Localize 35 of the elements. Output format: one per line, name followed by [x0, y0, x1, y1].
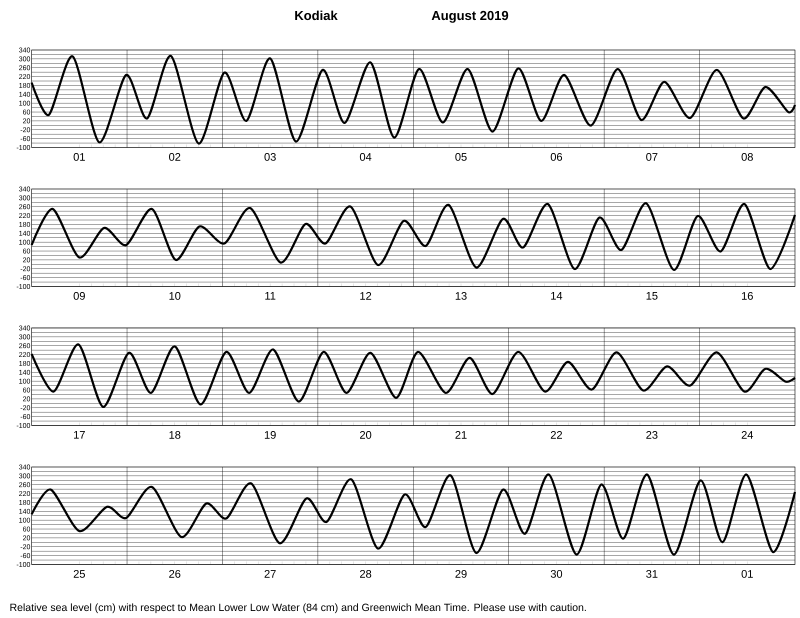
x-tick-label: 23 [646, 431, 658, 439]
x-tick-label: 10 [169, 292, 180, 300]
x-tick-label: 09 [74, 292, 85, 300]
x-tick-label: 11 [265, 292, 276, 300]
x-tick-label: 29 [455, 570, 467, 578]
x-tick-label: 19 [264, 431, 276, 439]
x-tick-label: 25 [74, 570, 85, 578]
x-tick-label: 15 [646, 292, 658, 300]
x-tick-label: 03 [264, 153, 276, 161]
x-tick-label: 17 [74, 431, 85, 439]
x-tick-label: 01 [74, 153, 85, 161]
x-tick-label: 14 [551, 292, 562, 300]
x-tick-label: 07 [646, 153, 658, 161]
x-tick-label: 05 [455, 153, 467, 161]
x-tick-label: 31 [646, 570, 658, 578]
text: Relative sea level (cm) with respect to Mean Lower Low Water (84 cm) and Greenwich Mean Time. Please use with caution. [10, 603, 586, 614]
x-tick-label: 16 [742, 292, 753, 300]
x-tick-label: 30 [550, 570, 562, 578]
x-tick-label: 01 [742, 570, 753, 578]
x-tick-label: 22 [550, 431, 562, 439]
x-tick-label: 08 [742, 153, 753, 161]
x-tick-label: 18 [169, 431, 180, 439]
x-tick-label: 27 [264, 570, 276, 578]
x-tick-label: 13 [456, 292, 467, 300]
chart-subtitle: August 2019 [432, 10, 508, 23]
x-tick-label: 26 [169, 570, 180, 578]
chart-title: Kodiak [295, 10, 338, 20]
x-tick-label: 24 [742, 431, 754, 439]
x-tick-label: 12 [360, 292, 372, 300]
x-tick-label: 20 [360, 431, 372, 439]
x-tick-label: 28 [360, 570, 372, 578]
x-tick-label: 02 [169, 153, 180, 161]
x-tick-label: 04 [360, 153, 372, 161]
x-tick-label: 21 [455, 431, 467, 439]
x-tick-label: 06 [550, 153, 562, 161]
